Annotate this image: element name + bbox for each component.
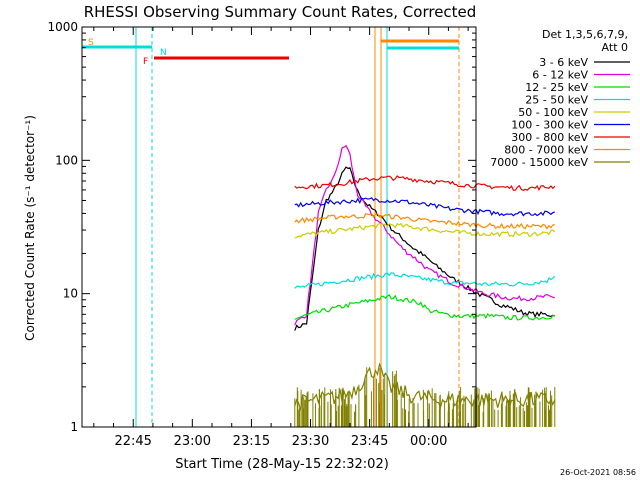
x-tick-label: 22:45 xyxy=(114,434,151,449)
legend-entry-label: 100 - 300 keV xyxy=(511,119,588,132)
series-line-6to12kev xyxy=(294,144,555,326)
flag-label-s: S xyxy=(88,38,94,48)
high-energy-spikes xyxy=(294,367,556,427)
series-line-7000to15000kev xyxy=(294,362,556,411)
legend-entry-label: 300 - 800 keV xyxy=(511,131,588,144)
legend-entry-label: 3 - 6 keV xyxy=(539,56,588,69)
series-line-50to100kev xyxy=(294,222,556,239)
legend-entry-label: 800 - 7000 keV xyxy=(504,144,588,157)
series-line-12to25kev xyxy=(294,294,555,321)
legend-entry-label: 25 - 50 keV xyxy=(525,94,588,107)
x-tick-label: 23:15 xyxy=(233,434,270,449)
series-line-25to50kev xyxy=(294,272,556,289)
y-tick-label: 1 xyxy=(70,420,78,434)
series-line-100to300kev xyxy=(294,197,555,217)
x-tick-label: 00:00 xyxy=(410,434,447,449)
x-tick-label: 23:30 xyxy=(292,434,329,449)
legend-entry-label: 6 - 12 keV xyxy=(532,69,588,82)
legend-entry-label: 7000 - 15000 keV xyxy=(490,156,588,169)
x-axis-label: Start Time (28-May-15 22:32:02) xyxy=(175,457,389,472)
legend-entry-label: 12 - 25 keV xyxy=(525,81,588,94)
plot-area: S N F xyxy=(82,27,556,427)
plot-frame xyxy=(81,26,477,428)
x-tick-label: 23:00 xyxy=(174,434,211,449)
chart-title: RHESSI Observing Summary Count Rates, Co… xyxy=(84,3,477,21)
x-tick-label: 23:45 xyxy=(351,434,388,449)
y-axis-label: Corrected Count Rate (s⁻¹ detector⁻¹) xyxy=(23,115,37,341)
footer-timestamp: 26-Oct-2021 08:56 xyxy=(560,468,636,477)
series-line-300to800kev xyxy=(294,175,556,192)
legend-entry-label: 50 - 100 keV xyxy=(518,106,588,119)
legend-header-attenuator: Att 0 xyxy=(602,41,628,54)
flag-label-n: N xyxy=(160,48,167,58)
y-tick-label: 1000 xyxy=(47,20,78,34)
y-tick-label: 10 xyxy=(63,287,78,301)
series-line-800to7000kev xyxy=(294,212,555,230)
axes: 1 10 100 1000 22:45 23:00 23:15 23:30 23:45 00:00 xyxy=(47,20,477,449)
y-tick-label: 100 xyxy=(55,153,78,167)
legend-header-detectors: Det 1,3,5,6,7,9, xyxy=(542,28,628,41)
flag-label-f: F xyxy=(143,57,148,67)
